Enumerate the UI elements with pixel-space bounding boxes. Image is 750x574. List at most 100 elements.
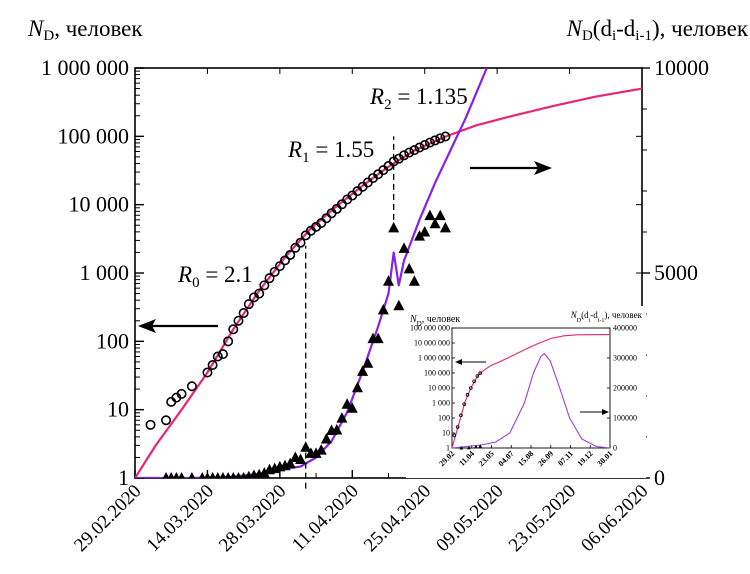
inset-y-left-title-suffix: , человек	[422, 314, 461, 325]
x-tick-label: 25.04.2020	[360, 481, 435, 556]
data-point-circle	[228, 324, 239, 335]
inset-y-right-tick-label: 200000	[613, 384, 637, 393]
y-left-title-symbol: N	[27, 16, 45, 41]
y-right-title-sub3: i-1	[635, 28, 652, 44]
y-left-title: ND, человек	[27, 16, 143, 44]
data-point-circle	[269, 266, 280, 277]
data-point-triangle	[331, 424, 343, 435]
data-point-circle	[254, 288, 265, 299]
data-point-triangle	[372, 332, 384, 344]
inset-y-left-tick-label: 10 000 000	[414, 339, 450, 348]
data-point-circle	[161, 415, 172, 426]
data-point-triangle	[341, 398, 353, 409]
y-left-tick-label: 1 000	[80, 260, 130, 285]
data-point-triangle	[362, 357, 374, 368]
data-point-triangle	[295, 453, 307, 465]
inset-data-point-triangle	[478, 444, 483, 448]
data-point-circle	[409, 145, 420, 156]
data-point-triangle	[393, 299, 405, 311]
data-point-triangle	[351, 381, 363, 393]
y-right-tick-label: 5000	[654, 260, 698, 285]
data-point-circle	[321, 213, 332, 224]
data-point-triangle	[419, 226, 431, 237]
data-point-circle	[435, 133, 446, 144]
inset-data-point-circle	[472, 379, 476, 384]
inset-y-right-title-symbol: N	[570, 310, 578, 320]
r-suffix: = 1.55	[310, 137, 375, 162]
r-sub: 1	[302, 150, 310, 166]
y-left-title-sub: D	[43, 28, 54, 44]
inset-y-right-tick-label: 300000	[613, 354, 637, 363]
data-point-circle	[424, 137, 435, 148]
inset-data-point-circle	[462, 402, 467, 406]
data-point-triangle	[315, 444, 327, 455]
data-point-triangle	[235, 472, 242, 478]
inset-y-left-tick-label: 1 000 000	[418, 354, 450, 363]
data-point-circle	[440, 131, 451, 142]
inset-y-left-title: ND, человек	[409, 314, 460, 328]
inset-data-point-circle	[452, 433, 457, 438]
inset-data-point-triangle	[467, 445, 471, 450]
data-point-circle	[295, 237, 306, 248]
y-right-title-mid: (d	[593, 16, 613, 41]
data-point-circle	[430, 135, 441, 146]
data-point-triangle	[230, 472, 237, 478]
inset-y-left-tick-label: 10	[442, 429, 450, 438]
data-point-circle	[212, 351, 223, 362]
data-point-triangle	[429, 217, 441, 229]
data-point-circle	[419, 140, 430, 151]
y-left-tick-label: 10	[107, 397, 129, 422]
inset-y-left-title-symbol: N	[409, 314, 418, 325]
data-point-triangle	[162, 472, 170, 478]
data-point-triangle	[439, 221, 451, 233]
inset-series-line-model-daily	[451, 352, 611, 449]
y-right-title-symbol: N	[566, 16, 584, 41]
inset-y-left-tick-label: 100 000	[424, 369, 450, 378]
data-point-circle	[233, 315, 244, 326]
y-right-tick-label: 10000	[654, 55, 709, 80]
inset-arrow-left-head	[455, 359, 462, 365]
data-point-triangle	[336, 412, 348, 423]
x-tick-label: 06.06.2020	[577, 481, 652, 556]
x-tick-label: 28.03.2020	[215, 481, 290, 556]
inset-y-right-tick-label: 100000	[613, 414, 637, 423]
data-point-circle	[285, 249, 296, 260]
inset-data-point-circle	[455, 425, 460, 429]
y-right-title-mid2: -d	[616, 16, 636, 41]
inset-data-point-circle	[465, 393, 470, 397]
y-left-tick-label: 1	[118, 465, 129, 490]
data-point-triangle	[434, 209, 446, 221]
inset-y-right-title-suffix: ), человек	[604, 310, 642, 320]
data-point-triangle	[388, 221, 400, 233]
data-point-circle	[399, 150, 410, 161]
inset-y-right-title: ND(di-di-1), человек	[570, 310, 643, 324]
r-symbol: R	[177, 262, 192, 287]
inset-y-right-tick-label: 0	[613, 444, 617, 453]
data-point-triangle	[398, 242, 410, 253]
x-tick-label: 14.03.2020	[143, 481, 218, 556]
arrow-left-head	[138, 319, 156, 333]
data-point-triangle	[219, 472, 227, 478]
y-right-title-suffix: ), человек	[652, 16, 749, 41]
data-point-circle	[243, 299, 254, 310]
data-point-circle	[290, 242, 301, 253]
data-point-triangle	[178, 472, 185, 478]
y-left-title-suffix: , человек	[54, 16, 143, 41]
y-right-title-sub2: i	[612, 28, 616, 44]
data-point-triangle	[199, 472, 206, 478]
inset-data-point-triangle	[474, 444, 478, 449]
data-point-circle	[202, 367, 213, 378]
data-point-triangle	[346, 402, 358, 413]
data-point-triangle	[383, 275, 394, 286]
inset-y-left-tick-label: 1 000	[432, 399, 450, 408]
r-symbol: R	[369, 84, 384, 109]
data-point-triangle	[204, 472, 211, 478]
data-point-triangle	[403, 262, 415, 274]
data-point-triangle	[214, 472, 221, 478]
y-left-tick-label: 1 000 000	[41, 55, 129, 80]
inset-chart: 1 10 100 1 000 10 000 100 000 1 000 000 10 000 …	[406, 306, 646, 478]
data-point-circle	[264, 273, 275, 284]
inset-data-point-circle	[469, 386, 473, 390]
r-annotation: R1 = 1.55	[287, 137, 374, 166]
data-point-triangle	[168, 472, 175, 478]
